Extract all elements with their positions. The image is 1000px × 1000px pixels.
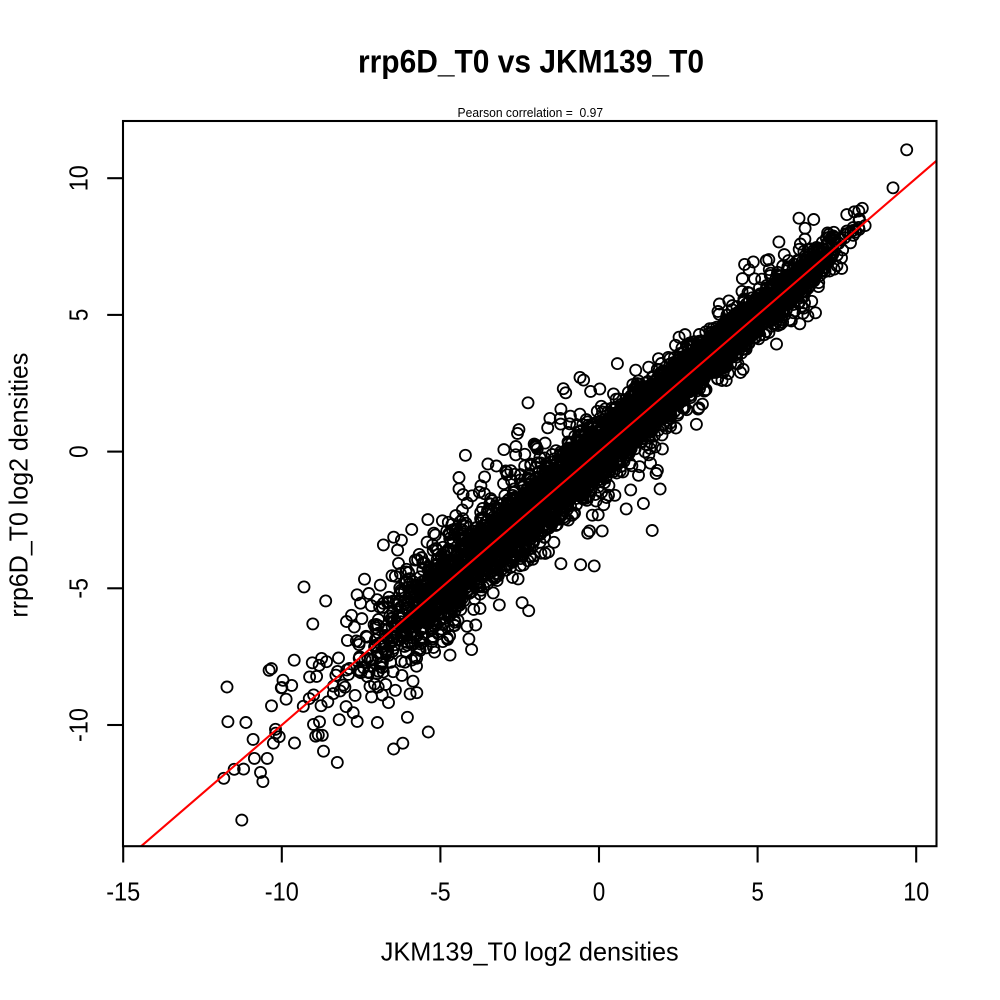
svg-text:-5: -5: [430, 877, 451, 907]
svg-text:-10: -10: [265, 877, 299, 907]
svg-text:JKM139_T0 log2 densities: JKM139_T0 log2 densities: [381, 937, 679, 967]
svg-text:5: 5: [63, 309, 93, 322]
svg-text:-10: -10: [63, 708, 93, 742]
svg-text:0: 0: [593, 877, 606, 907]
svg-text:10: 10: [903, 877, 929, 907]
svg-text:-15: -15: [106, 877, 140, 907]
svg-text:-5: -5: [63, 578, 93, 599]
svg-text:0: 0: [63, 445, 93, 458]
svg-text:rrp6D_T0 vs JKM139_T0: rrp6D_T0 vs JKM139_T0: [358, 44, 704, 80]
svg-text:10: 10: [63, 165, 93, 191]
svg-text:5: 5: [751, 877, 764, 907]
svg-text:rrp6D_T0 log2 densities: rrp6D_T0 log2 densities: [3, 353, 33, 618]
svg-text:Pearson correlation = 0.97: Pearson correlation = 0.97: [458, 105, 604, 120]
